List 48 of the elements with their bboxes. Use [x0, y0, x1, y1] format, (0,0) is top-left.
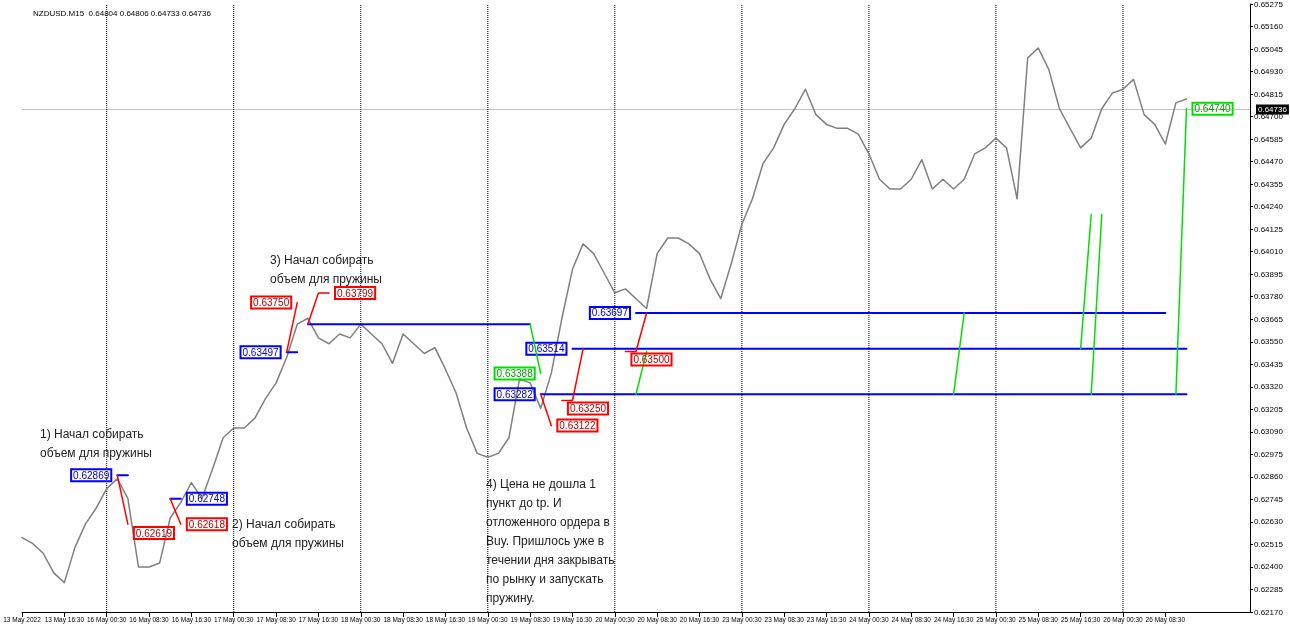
- annotation: 1) Начал собирать объем для пружины: [40, 426, 152, 460]
- data-label: 0.63750: [253, 297, 290, 309]
- y-tick-label: 0.63435: [1254, 359, 1284, 369]
- y-tick-label: 0.62745: [1254, 494, 1284, 504]
- annotation: 3) Начал собирать объем для пружины: [270, 252, 382, 286]
- data-label: 0.62618: [188, 518, 226, 530]
- data-label: 0.64740: [1194, 103, 1232, 115]
- data-label: 0.63799: [337, 287, 374, 299]
- y-tick-label: 0.64010: [1254, 247, 1284, 257]
- y-tick-label: 0.65045: [1254, 44, 1284, 54]
- data-label: 0.63282: [496, 388, 534, 400]
- y-tick-label: 0.64240: [1254, 202, 1284, 212]
- data-label: 0.63250: [569, 403, 607, 415]
- y-tick-label: 0.62400: [1254, 562, 1284, 572]
- y-tick-label: 0.62515: [1254, 539, 1284, 549]
- y-tick-label: 0.63895: [1254, 269, 1284, 279]
- y-tick-label: 0.63205: [1254, 404, 1284, 414]
- data-label: 0.62869: [73, 469, 110, 481]
- annotation: 4) Цена не дошла 1 пункт до tp. И отложенного ордера в Buy. Пришлось уже в течении дня закрывать по рынку и запускать пружину.: [486, 476, 615, 605]
- annotation: 2) Начал собирать объем для пружины: [232, 516, 344, 550]
- y-tick-label: 0.65275: [1254, 0, 1284, 9]
- data-label: 0.63697: [591, 307, 629, 319]
- y-tick-label: 0.63320: [1254, 382, 1284, 392]
- y-tick-label: 0.64700: [1254, 112, 1284, 122]
- data-label: 0.62619: [135, 527, 173, 539]
- ref-line-label: 0.64736: [1258, 105, 1288, 115]
- text: NZDUSD.M15 0.64804 0.64806 0.64733 0.64736: [33, 8, 212, 18]
- y-tick-label: 0.62170: [1254, 607, 1284, 617]
- line-series: [21, 47, 1188, 584]
- y-tick-label: 0.63090: [1254, 427, 1284, 437]
- y-tick-label: 0.65160: [1254, 22, 1284, 32]
- y-tick-label: 0.64125: [1254, 224, 1284, 234]
- y-tick-label: 0.62285: [1254, 584, 1284, 594]
- y-tick-label: 0.63780: [1254, 292, 1284, 302]
- y-tick-label: 0.63550: [1254, 337, 1284, 347]
- data-label: 0.63122: [559, 420, 596, 432]
- data-label: 0.63497: [242, 346, 280, 358]
- y-tick-label: 0.62630: [1254, 517, 1284, 527]
- y-tick-label: 0.62860: [1254, 472, 1284, 482]
- data-label: 0.63388: [496, 368, 534, 379]
- y-tick-label: 0.64355: [1254, 179, 1284, 189]
- y-tick-label: 0.64585: [1254, 134, 1284, 144]
- y-tick-label: 0.63665: [1254, 314, 1284, 324]
- y-tick-label: 0.64815: [1254, 89, 1284, 99]
- data-label: 0.62748: [188, 493, 226, 505]
- y-tick-label: 0.64470: [1254, 157, 1284, 167]
- y-tick-label: 0.64930: [1254, 67, 1284, 77]
- y-tick-label: 0.62975: [1254, 449, 1284, 459]
